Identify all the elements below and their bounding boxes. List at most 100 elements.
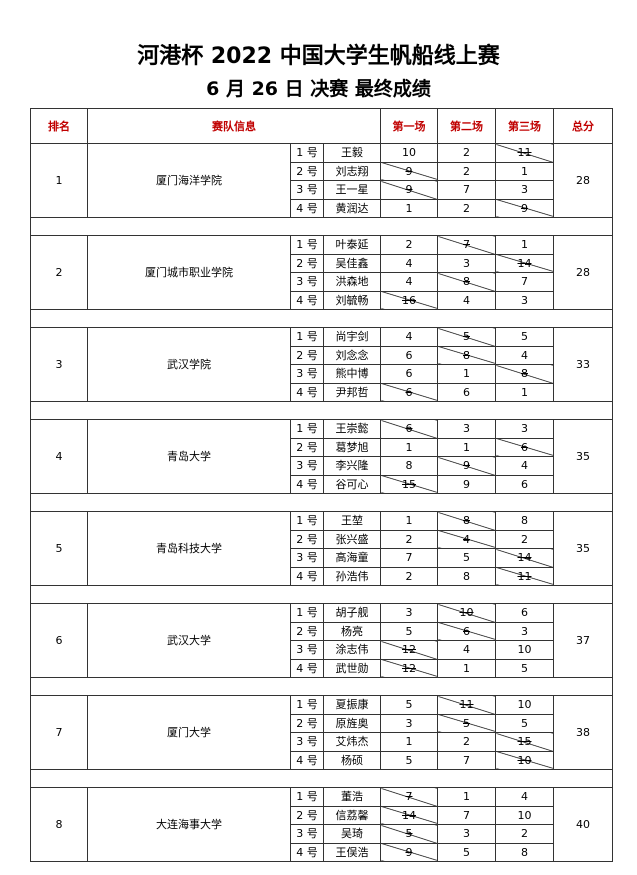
score-cell: 7 — [495, 272, 554, 292]
header-race3: 第三场 — [495, 108, 554, 144]
score-cell: 1 — [437, 787, 496, 807]
member-number: 3 号 — [290, 272, 324, 292]
score-cell: 7 — [437, 750, 496, 770]
score-cell: 4 — [495, 787, 554, 807]
discarded-score-cell: 6 — [437, 621, 496, 641]
member-number: 2 号 — [290, 805, 324, 825]
score-cell: 3 — [380, 713, 438, 733]
member-number: 1 号 — [290, 787, 324, 807]
discarded-score-cell: 11 — [495, 566, 554, 586]
member-number: 1 号 — [290, 695, 324, 715]
total-cell: 28 — [553, 143, 613, 218]
score-cell: 8 — [495, 842, 554, 862]
school-cell: 青岛大学 — [87, 419, 291, 494]
spacer-cell — [30, 309, 613, 328]
header-total: 总分 — [553, 108, 613, 144]
score-cell: 3 — [437, 419, 496, 439]
score-cell: 6 — [495, 603, 554, 623]
discarded-score-cell: 14 — [380, 805, 438, 825]
member-name: 谷可心 — [323, 474, 381, 494]
member-number: 2 号 — [290, 621, 324, 641]
score-cell: 1 — [380, 198, 438, 218]
member-number: 2 号 — [290, 713, 324, 733]
discarded-score-cell: 9 — [495, 198, 554, 218]
member-number: 3 号 — [290, 732, 324, 752]
score-cell: 2 — [437, 161, 496, 181]
team-member-row: 4 号王俣浩 9 5 8 — [31, 842, 613, 862]
member-number: 3 号 — [290, 364, 324, 384]
member-name: 刘毓畅 — [323, 290, 381, 310]
document-title: 河港杯 2022 中国大学生帆船线上赛 — [137, 44, 500, 69]
member-number: 4 号 — [290, 474, 324, 494]
member-number: 4 号 — [290, 842, 324, 862]
member-name: 孙浩伟 — [323, 566, 381, 586]
member-number: 4 号 — [290, 566, 324, 586]
score-cell: 3 — [495, 290, 554, 310]
member-name: 信荔馨 — [323, 805, 381, 825]
score-cell: 7 — [437, 180, 496, 200]
score-cell: 4 — [380, 327, 438, 347]
school-cell: 青岛科技大学 — [87, 511, 291, 586]
score-cell: 8 — [380, 456, 438, 476]
score-cell: 5 — [495, 327, 554, 347]
header-race1: 第一场 — [380, 108, 438, 144]
score-cell: 1 — [437, 437, 496, 457]
score-cell: 3 — [495, 180, 554, 200]
discarded-score-cell: 8 — [437, 511, 496, 531]
score-cell: 3 — [495, 419, 554, 439]
score-cell: 10 — [380, 143, 438, 163]
header-team: 赛队信息 — [87, 108, 381, 144]
score-cell: 5 — [495, 658, 554, 678]
school-cell: 大连海事大学 — [87, 787, 291, 862]
member-name: 刘念念 — [323, 345, 381, 365]
member-name: 涂志伟 — [323, 640, 381, 660]
member-number: 3 号 — [290, 640, 324, 660]
member-number: 3 号 — [290, 548, 324, 568]
score-cell: 1 — [380, 732, 438, 752]
spacer-row — [30, 677, 613, 696]
score-cell: 1 — [380, 437, 438, 457]
team-member-row: 2 号信荔馨 14 7 10 — [31, 805, 613, 825]
member-name: 杨亮 — [323, 621, 381, 641]
discarded-score-cell: 14 — [495, 253, 554, 273]
discarded-score-cell: 4 — [437, 529, 496, 549]
member-name: 尹邦哲 — [323, 382, 381, 402]
score-cell: 3 — [495, 621, 554, 641]
member-number: 4 号 — [290, 382, 324, 402]
member-number: 3 号 — [290, 824, 324, 844]
discarded-score-cell: 11 — [437, 695, 496, 715]
member-name: 王崇懿 — [323, 419, 381, 439]
member-name: 王堃 — [323, 511, 381, 531]
discarded-score-cell: 15 — [495, 732, 554, 752]
discarded-score-cell: 6 — [380, 419, 438, 439]
score-cell: 1 — [495, 235, 554, 255]
team-member-row: 7 厦门大学 1 号夏振康 5 11 10 38 — [30, 695, 613, 770]
spacer-cell — [30, 677, 613, 696]
total-cell: 28 — [553, 235, 613, 310]
team-member-row: 3 号高海童 7 5 14 — [31, 548, 613, 568]
total-cell: 40 — [553, 787, 613, 862]
header-rank: 排名 — [30, 108, 88, 144]
member-name: 尚宇剑 — [323, 327, 381, 347]
discarded-score-cell: 16 — [380, 290, 438, 310]
rank-cell: 8 — [30, 787, 88, 862]
team-member-row: 4 号武世勋 12 1 5 — [31, 658, 613, 678]
spacer-row — [30, 493, 613, 512]
discarded-score-cell: 5 — [380, 824, 438, 844]
score-cell: 3 — [437, 253, 496, 273]
score-cell: 1 — [437, 364, 496, 384]
score-cell: 2 — [380, 235, 438, 255]
team-member-row: 2 号吴佳鑫 4 3 14 — [31, 253, 613, 273]
team-member-row: 3 号涂志伟 12 4 10 — [31, 640, 613, 660]
results-table: 排名 赛队信息 第一场 第二场 第三场 总分 1 厦门海洋学院 1 号王毅 10 2 11… — [30, 108, 613, 862]
rank-cell: 1 — [30, 143, 88, 218]
score-cell: 4 — [380, 272, 438, 292]
score-cell: 1 — [437, 658, 496, 678]
member-number: 1 号 — [290, 235, 324, 255]
score-cell: 7 — [437, 805, 496, 825]
score-cell: 2 — [495, 529, 554, 549]
score-cell: 5 — [380, 750, 438, 770]
member-number: 2 号 — [290, 161, 324, 181]
team-member-row: 8 大连海事大学 1 号董浩 7 1 4 40 — [30, 787, 613, 862]
team-member-row: 2 号杨亮 5 6 3 — [31, 621, 613, 641]
